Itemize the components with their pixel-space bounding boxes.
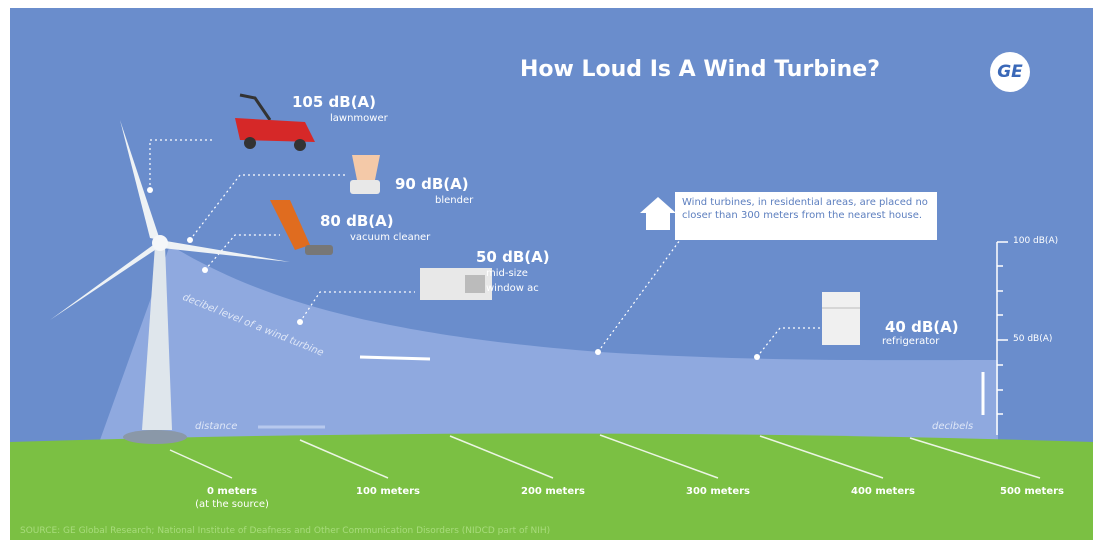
fridge-icon bbox=[822, 292, 860, 345]
leader-lines bbox=[149, 139, 820, 358]
distance: 200 meters bbox=[520, 486, 585, 497]
logo: GE bbox=[997, 62, 1023, 82]
level: 80 dB(A) bbox=[320, 212, 394, 230]
ground bbox=[10, 433, 1093, 540]
source-name: refrigerator bbox=[882, 336, 940, 347]
scale-label: 100 dB(A) bbox=[1013, 236, 1059, 246]
distance: 300 meters bbox=[685, 486, 750, 497]
source: SOURCE: GE Global Research; National Ins… bbox=[20, 526, 551, 536]
house-icon bbox=[640, 197, 676, 230]
ac-icon bbox=[420, 268, 492, 300]
level: 50 dB(A) bbox=[476, 248, 550, 266]
note-box bbox=[675, 192, 937, 240]
distance: 500 meters bbox=[999, 486, 1064, 497]
leader-dots bbox=[147, 187, 760, 360]
distance: 400 meters bbox=[850, 486, 915, 497]
lawnmower-icon bbox=[235, 93, 315, 151]
decibel-band bbox=[100, 245, 998, 440]
logo-circle bbox=[990, 52, 1030, 92]
source-name: mid-size bbox=[486, 268, 528, 279]
level: 105 dB(A) bbox=[292, 93, 377, 111]
wind-turbine bbox=[50, 120, 290, 444]
vacuum-icon bbox=[270, 200, 333, 255]
decibels-label: decibels bbox=[932, 421, 974, 432]
level: 90 dB(A) bbox=[395, 175, 469, 193]
level: 40 dB(A) bbox=[885, 318, 959, 336]
scale-label: 50 dB(A) bbox=[1013, 334, 1053, 344]
distance-sub: (at the source) bbox=[195, 499, 269, 510]
source-name: window ac bbox=[486, 283, 539, 294]
source-name: vacuum cleaner bbox=[350, 232, 431, 243]
decibel-scale bbox=[996, 241, 1008, 435]
distance-label: distance bbox=[195, 421, 238, 432]
curve-arrow bbox=[359, 355, 431, 361]
distance: 0 meters bbox=[206, 486, 258, 497]
title: How Loud Is A Wind Turbine? bbox=[520, 57, 880, 82]
note: Wind turbines, in residential areas, are… bbox=[682, 197, 928, 221]
source-name: blender bbox=[435, 195, 474, 206]
source-name: lawnmower bbox=[330, 113, 388, 124]
distance: 100 meters bbox=[355, 486, 420, 497]
blender-icon bbox=[350, 155, 380, 194]
distance-lines bbox=[169, 434, 1041, 479]
